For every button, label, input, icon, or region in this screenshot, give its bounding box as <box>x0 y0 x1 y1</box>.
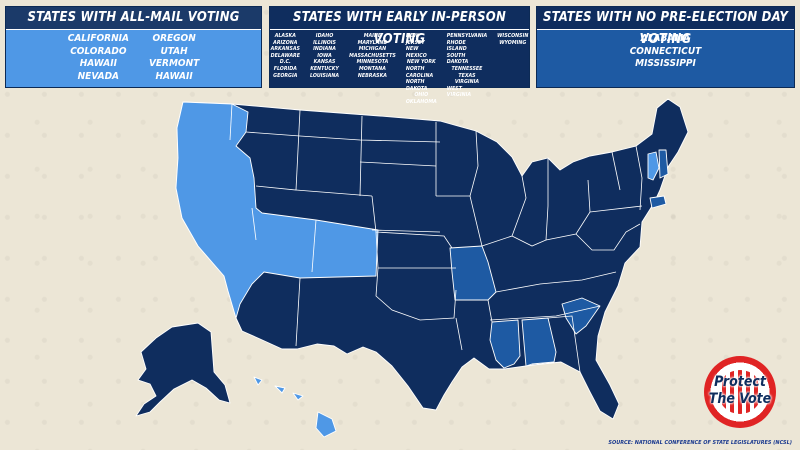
state-name: Georgia <box>273 72 298 79</box>
state-name: New Mexico <box>405 46 427 59</box>
state-name: Hawaii <box>79 58 117 69</box>
no-pre-election-col: Alabama Connecticut Mississippi <box>630 33 702 85</box>
state-name: Indiana <box>313 46 336 53</box>
state-name: North Carolina <box>405 65 434 79</box>
mississippi-shape <box>489 319 521 369</box>
state-name: Vermont <box>148 58 200 69</box>
state-name: Arkansas <box>270 46 300 53</box>
logo-text: Protect The Vote <box>704 374 776 408</box>
state-name: Oregon <box>152 33 196 44</box>
state-name: California <box>67 33 129 44</box>
state-name: D.C. <box>279 59 291 66</box>
state-name: Virginia <box>454 79 480 86</box>
early-col-1: Alaska Arizona Arkansas Delaware D.C. Fl… <box>271 33 300 85</box>
all-mail-col-1: California Colorado Hawaii Nevada <box>68 33 129 85</box>
state-name: Florida <box>273 65 297 72</box>
state-name: Illinois <box>313 39 336 46</box>
state-name: Tennessee <box>451 65 483 72</box>
missouri-shape <box>449 245 497 301</box>
state-name: Hawaii <box>155 70 193 82</box>
south-carolina-shape <box>561 297 601 335</box>
state-name: Ohio <box>414 92 429 99</box>
logo-line-2: The Vote <box>708 391 772 407</box>
source-caption: Source: National Conference of State Leg… <box>608 440 792 446</box>
state-name: Delaware <box>270 52 300 59</box>
state-name: Alabama <box>640 33 691 44</box>
state-name: Pennsylvania <box>446 33 488 39</box>
early-col-5: Pennsylvania Rhode Island South Dakota T… <box>446 33 488 98</box>
protect-the-vote-logo: Protect The Vote <box>704 356 776 428</box>
alaska-shape <box>135 322 231 417</box>
no-pre-election-panel: States With No Pre-Election Day Voting A… <box>536 6 795 88</box>
state-border-lines <box>229 103 643 373</box>
new-hampshire-shape <box>658 149 669 179</box>
state-name: Oklahoma <box>405 98 437 105</box>
all-mail-col-2: Oregon Utah Vermont Hawaii <box>149 33 199 85</box>
state-name: Rhode Island <box>446 39 467 53</box>
early-voting-panel: States With Early In-Person Voting Alask… <box>269 6 530 105</box>
state-name: Minnesota <box>356 59 389 66</box>
no-pre-election-title: States With No Pre-Election Day Voting <box>537 7 794 47</box>
state-name: Massachusetts <box>349 52 396 59</box>
state-name: Wyoming <box>499 39 527 46</box>
state-name: Maryland <box>357 39 388 46</box>
state-name: Connecticut <box>629 45 702 57</box>
all-mail-panel: States With All-Mail Voting California C… <box>5 6 262 88</box>
state-name: New Jersey <box>405 33 425 46</box>
hawaii-shape <box>253 376 337 438</box>
early-col-3: Maine Maryland Michigan Massachusetts Mi… <box>349 33 396 85</box>
state-name: Colorado <box>70 45 127 57</box>
connecticut-shape <box>649 195 667 209</box>
state-name: New York <box>406 59 436 66</box>
logo-line-1: Protect <box>714 374 766 390</box>
early-col-4: New Jersey New Mexico New York North Car… <box>405 33 437 105</box>
state-name: West Virginia <box>446 85 472 99</box>
logo-stripes <box>718 370 762 414</box>
state-name: Michigan <box>358 46 387 53</box>
early-col-6: Wisconsin Wyoming <box>497 33 528 85</box>
us-mainland-shape <box>175 98 689 420</box>
early-col-2: Idaho Illinois Indiana Iowa Kansas Kentu… <box>310 33 339 85</box>
state-name: Mississippi <box>635 58 696 69</box>
all-mail-title: States With All-Mail Voting <box>6 7 261 30</box>
state-name: Nebraska <box>357 72 387 79</box>
state-name: Louisiana <box>309 72 340 79</box>
state-name: Texas <box>458 72 476 79</box>
state-name: Wisconsin <box>497 33 529 39</box>
state-name: Iowa <box>317 52 332 59</box>
state-name: North Dakota <box>405 79 428 92</box>
state-name: Arizona <box>273 39 298 46</box>
vermont-shape <box>647 151 660 181</box>
state-name: Montana <box>358 65 386 72</box>
state-name: Maine <box>363 33 382 39</box>
state-name: Kentucky <box>310 65 339 72</box>
state-name: Utah <box>160 45 188 57</box>
state-name: Kansas <box>313 59 336 66</box>
state-name: South Dakota <box>446 52 469 66</box>
early-voting-title: States With Early In-Person Voting <box>270 7 529 47</box>
state-name: Nevada <box>77 70 120 82</box>
state-name: Idaho <box>315 33 334 39</box>
state-name: Alaska <box>274 33 296 39</box>
